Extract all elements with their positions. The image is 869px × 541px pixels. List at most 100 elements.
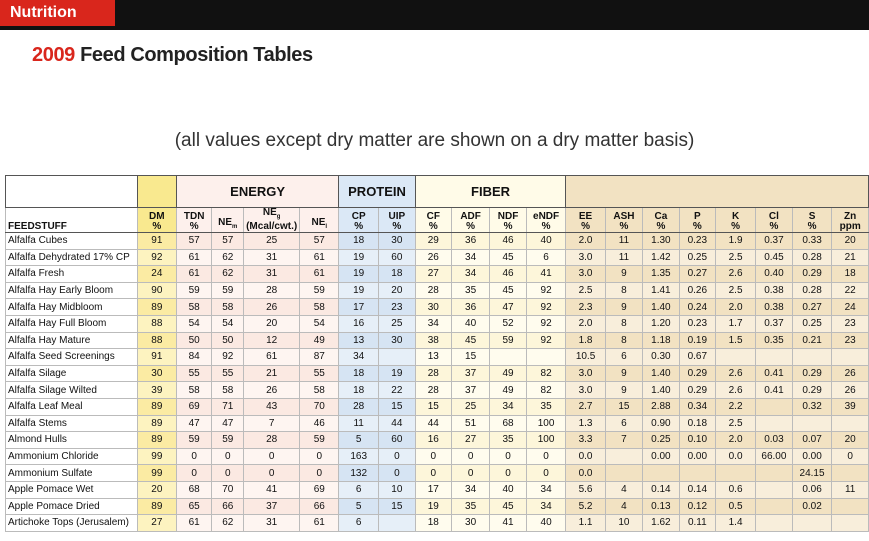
table-cell: 31 [243, 248, 301, 267]
column-header: TDN% [175, 207, 213, 233]
table-cell: 26 [243, 298, 301, 316]
column-header-row: FEEDSTUFF DM% TDN% NEm NEg (Mcal/cwt.) NEl CP% U… [5, 207, 869, 233]
table-cell: 12 [243, 331, 301, 350]
column-header: eNDF% [525, 207, 567, 233]
table-cell: 35 [489, 431, 527, 449]
table-cell: 22 [378, 381, 416, 399]
table-row: Artichoke Tops (Jerusalem) 27 61 62 31 61 6 18 3… [5, 514, 869, 532]
table-cell: 0.38 [755, 298, 793, 316]
table-cell: 27 [450, 431, 491, 449]
table-cell: 1.42 [642, 248, 680, 267]
table-cell: 19 [378, 364, 416, 383]
group-header: PROTEIN [338, 175, 416, 208]
table-cell: 0.29 [678, 381, 717, 399]
table-cell: 71 [211, 397, 245, 416]
column-label: NE [311, 217, 326, 228]
column-label: K [731, 211, 740, 222]
table-cell: 28 [243, 431, 301, 449]
table-cell: 39 [831, 397, 869, 416]
table-row: Alfalfa Seed Screenings 91 84 92 61 87 34 13 15 1… [5, 348, 869, 366]
table-cell: 70 [299, 397, 340, 416]
table-cell: 6 [338, 480, 380, 499]
table-cell: 57 [211, 232, 245, 250]
table-cell: 34 [525, 497, 567, 516]
column-label: NDF [497, 211, 519, 222]
feedstuff-name: Alfalfa Stems [5, 414, 138, 433]
table-cell: 25 [378, 314, 416, 333]
table-row: Apple Pomace Dried 89 65 66 37 66 5 15 19 35 45 34 5… [5, 497, 869, 516]
table-cell: 0.23 [678, 314, 717, 333]
table-cell: 52 [489, 314, 527, 333]
table-cell: 84 [175, 348, 213, 366]
table-cell: 55 [175, 364, 213, 383]
table-cell: 37 [243, 497, 301, 516]
table-cell: 89 [136, 497, 177, 516]
table-row: Alfalfa Silage 30 55 55 21 55 18 19 28 37 49 82 3.0 9… [5, 364, 869, 383]
table-cell: 0 [243, 447, 301, 466]
table-cell: 1.62 [642, 514, 680, 532]
group-header: ENERGY [175, 175, 340, 208]
table-cell: 54 [211, 314, 245, 333]
feedstuff-name: Alfalfa Silage [5, 364, 138, 383]
table-row: Alfalfa Hay Mature 88 50 50 12 49 13 30 38 45 59 92… [5, 331, 869, 350]
column-header: ASH% [604, 207, 644, 233]
table-row: Alfalfa Dehydrated 17% CP 92 61 62 31 61 19 60 2… [5, 248, 869, 267]
column-unit: % [466, 221, 476, 232]
table-cell [755, 397, 793, 416]
table-cell: 34 [525, 480, 567, 499]
table-cell: 0 [450, 447, 491, 466]
table-cell: 66 [211, 497, 245, 516]
table-cell: 61 [175, 514, 213, 532]
table-cell [791, 414, 833, 433]
table-cell: 2.6 [715, 265, 757, 283]
table-cell: 18 [338, 232, 380, 250]
feedstuff-name: Alfalfa Dehydrated 17% CP [5, 248, 138, 267]
group-header: FIBER [414, 175, 567, 208]
table-cell: 89 [136, 414, 177, 433]
table-cell: 0.41 [755, 364, 793, 383]
column-unit: % [807, 221, 817, 232]
table-cell [831, 497, 869, 516]
table-cell: 0.14 [642, 480, 680, 499]
table-cell: 0.18 [678, 414, 717, 433]
table-cell: 92 [136, 248, 177, 267]
column-unit: % [656, 221, 666, 232]
title-text: Feed Composition Tables [80, 44, 313, 66]
table-cell: 21 [831, 248, 869, 267]
table-cell: 10.5 [565, 348, 606, 366]
table-cell: 40 [489, 480, 527, 499]
table-cell: 54 [175, 314, 213, 333]
table-cell: 61 [299, 265, 340, 283]
table-cell [791, 514, 833, 532]
column-subscript: l [325, 224, 328, 230]
table-row: Alfalfa Leaf Meal 89 69 71 43 70 28 15 15 25 34 35 2… [5, 397, 869, 416]
table-cell: 68 [175, 480, 213, 499]
table-cell: 0.5 [715, 497, 757, 516]
table-cell: 28 [338, 397, 380, 416]
column-header: NEm [211, 207, 245, 233]
table-cell: 0 [414, 464, 452, 482]
column-unit: % [619, 221, 629, 232]
column-unit: % [692, 221, 702, 232]
table-cell: 44 [414, 414, 452, 433]
table-cell: 40 [450, 314, 491, 333]
table-cell: 17 [338, 298, 380, 316]
table-cell: 0.29 [791, 364, 833, 383]
table-cell: 99 [136, 464, 177, 482]
feedstuff-name: Alfalfa Cubes [5, 232, 138, 250]
table-cell [755, 348, 793, 366]
table-cell: 11 [338, 414, 380, 433]
column-header: FEEDSTUFF [5, 207, 138, 233]
table-cell: 35 [450, 497, 491, 516]
table-cell: 18 [414, 514, 452, 532]
table-cell: 69 [299, 480, 340, 499]
table-cell [755, 464, 793, 482]
table-cell: 13 [414, 348, 452, 366]
column-label: Ca [654, 211, 668, 222]
table-cell: 2.2 [715, 397, 757, 416]
column-header: NDF% [489, 207, 527, 233]
feedstuff-name: Alfalfa Fresh [5, 265, 138, 283]
table-cell: 54 [299, 314, 340, 333]
column-header: P% [678, 207, 717, 233]
table-row: Alfalfa Cubes 91 57 57 25 57 18 30 29 36 46 40 2.0 11… [5, 232, 869, 250]
